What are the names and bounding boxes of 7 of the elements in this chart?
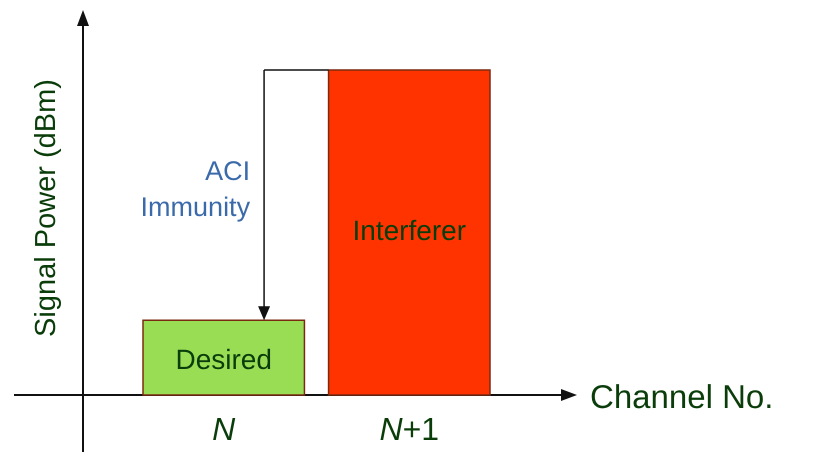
x-axis-title: Channel No. <box>590 378 774 415</box>
y-axis-title: Signal Power (dBm) <box>30 79 62 337</box>
annotation: ACI Immunity <box>140 156 251 222</box>
annotation: Interferer <box>352 214 466 246</box>
x-tick-label: N <box>212 411 236 447</box>
annotation: Desired <box>175 344 272 376</box>
x-tick-label: N+1 <box>379 411 440 447</box>
